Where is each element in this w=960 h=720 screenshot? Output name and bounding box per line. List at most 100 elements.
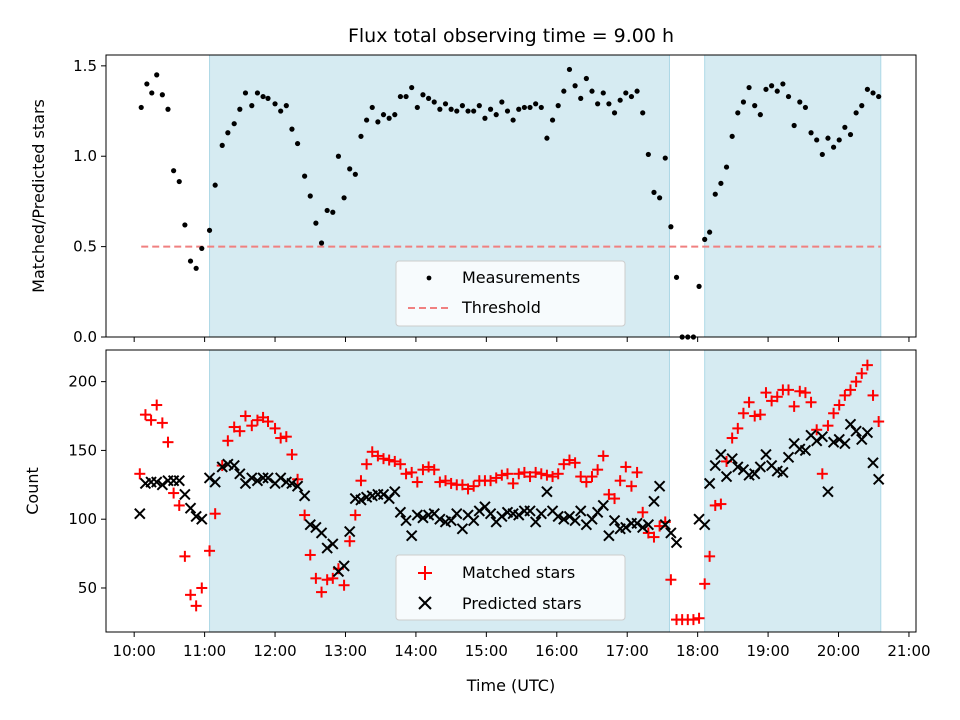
- matched-star-point: [383, 454, 395, 466]
- predicted-star-point: [575, 505, 587, 517]
- predicted-star-point: [291, 480, 304, 492]
- matched-star-point: [788, 400, 800, 412]
- predicted-star-point: [597, 499, 609, 512]
- matched-star-point: [275, 432, 287, 444]
- measurement-point: [289, 126, 295, 132]
- matched-star-point: [411, 476, 423, 488]
- matched-star-point: [614, 475, 626, 487]
- matched-star-point: [704, 550, 716, 562]
- measurement-point: [718, 180, 724, 186]
- matched-star-point: [715, 498, 727, 510]
- predicted-star-point: [286, 477, 298, 490]
- measurement-point: [375, 119, 381, 125]
- matched-star-point: [485, 475, 497, 487]
- count-shaded-interval: [704, 349, 882, 633]
- matched-star-point: [597, 450, 609, 462]
- count-plot-frame: [105, 349, 917, 633]
- predicted-star-point: [228, 459, 240, 472]
- predicted-star-point: [872, 473, 885, 486]
- matched-star-point: [783, 384, 795, 396]
- measurement-point: [853, 110, 859, 116]
- measurement-point: [634, 88, 640, 94]
- predicted-star-point: [315, 527, 328, 539]
- matched-star-point: [569, 457, 581, 469]
- predicted-star-point: [151, 476, 163, 488]
- measurement-point: [212, 182, 218, 188]
- matched-star-point: [304, 549, 316, 561]
- legend-matched-marker: [418, 566, 432, 580]
- predicted-star-point: [203, 472, 216, 484]
- measurement-point: [154, 72, 160, 78]
- matched-star-point: [873, 416, 885, 428]
- matched-star-point: [541, 469, 553, 481]
- legend-predicted-marker: [418, 596, 432, 610]
- measurement-point: [482, 115, 488, 121]
- measurement-point: [341, 195, 347, 201]
- matched-star-point: [861, 359, 873, 371]
- ratio-shaded-interval: [704, 54, 882, 338]
- count-y-tick-label: 50: [78, 579, 97, 597]
- measurement-point: [454, 108, 460, 114]
- measurement-point: [662, 155, 668, 161]
- matched-star-point: [316, 586, 328, 598]
- measurement-point: [465, 108, 471, 114]
- matched-star-point: [168, 487, 180, 499]
- predicted-star-point: [234, 468, 246, 480]
- predicted-star-point: [665, 527, 677, 539]
- measurement-point: [549, 117, 556, 123]
- measurement-point: [617, 97, 623, 103]
- legend-threshold-label: Threshold: [461, 298, 541, 317]
- matched-star-point: [749, 410, 761, 422]
- matched-star-point: [423, 461, 435, 473]
- count-y-ticks: 50 100 150 200: [68, 373, 106, 597]
- predicted-star-point: [184, 502, 197, 514]
- predicted-star-point: [552, 510, 564, 523]
- measurement-point: [476, 103, 482, 109]
- matched-star-point: [190, 600, 202, 612]
- legend-matched-label: Matched stars: [462, 563, 575, 582]
- measurement-point: [538, 104, 544, 111]
- matched-star-point: [811, 424, 823, 436]
- measurement-point: [774, 88, 780, 94]
- chart-title: Flux total observing time = 9.00 h: [348, 25, 674, 47]
- matched-star-point: [665, 574, 677, 586]
- count-y-tick-label: 200: [68, 373, 97, 391]
- measurement-point: [802, 104, 809, 111]
- matched-star-point: [462, 483, 474, 495]
- measurement-point: [493, 112, 499, 118]
- predicted-star-point: [304, 518, 316, 531]
- measurement-point: [347, 166, 353, 172]
- predicted-star-point: [648, 495, 660, 508]
- measurement-point: [847, 131, 854, 138]
- matched-star-point: [771, 391, 783, 403]
- measurement-point: [219, 142, 225, 148]
- measurement-point: [589, 88, 595, 94]
- measurement-point: [544, 135, 550, 141]
- matched-star-point: [580, 476, 592, 488]
- measurement-point: [294, 140, 301, 147]
- measurement-point: [171, 168, 177, 174]
- predicted-star-point: [484, 507, 497, 520]
- legend-measurements-label: Measurements: [462, 268, 580, 287]
- measurement-point: [516, 106, 522, 112]
- measurement-point: [740, 99, 747, 105]
- predicted-star-point: [810, 435, 823, 447]
- measurement-point: [254, 90, 261, 96]
- measurement-point: [409, 84, 415, 91]
- predicted-star-point: [608, 514, 621, 527]
- predicted-star-point: [709, 459, 721, 472]
- matched-star-point: [251, 414, 263, 426]
- predicted-star-point: [720, 470, 733, 483]
- predicted-star-point: [274, 472, 287, 484]
- matched-star-point: [496, 469, 508, 481]
- measurement-point: [707, 229, 713, 235]
- ratio-y-tick-label: 0.5: [73, 238, 97, 256]
- matched-star-point: [766, 395, 778, 407]
- measurement-point: [814, 137, 820, 143]
- predicted-star-point: [670, 536, 683, 549]
- matched-star-point: [246, 420, 258, 432]
- matched-star-point: [535, 468, 547, 480]
- measurement-point: [330, 209, 336, 215]
- measurement-point: [611, 110, 618, 116]
- measurement-point: [242, 90, 249, 96]
